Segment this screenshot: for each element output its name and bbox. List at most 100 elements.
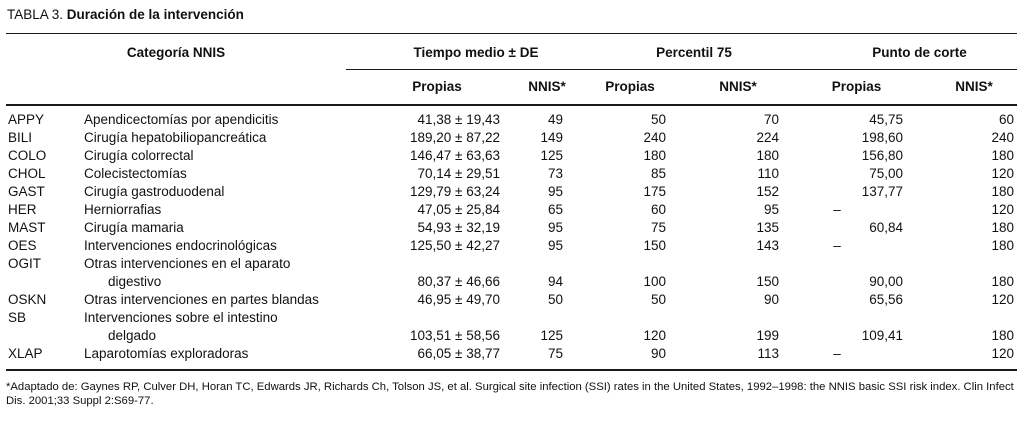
category-code: XLAP [8, 346, 43, 361]
tiempo-propias-value: 129,79 ± 63,24 [410, 184, 500, 199]
percentil75-nnis-value: 95 [763, 202, 780, 217]
table-row: OGIT Otras intervenciones en el aparato d… [6, 255, 1017, 291]
corte-propias-value: 65,56 [869, 292, 904, 307]
tiempo-propias-value: 103,51 ± 58,56 [410, 328, 500, 343]
footnote: *Adaptado de: Gaynes RP, Culver DH, Hora… [6, 381, 1014, 407]
corte-nnis-value: 180 [991, 184, 1015, 199]
category-description: Cirugía gastroduodenal [84, 183, 346, 201]
category-code: CHOL [8, 166, 46, 181]
description-continuation: delgado [108, 328, 157, 343]
corte-propias-value: 60,84 [869, 220, 904, 235]
corte-nnis-value: 180 [991, 238, 1015, 253]
percentil75-nnis-value: 180 [756, 148, 780, 163]
tiempo-nnis-value: 95 [547, 238, 563, 253]
description-line: Apendicectomías por apendicitis [84, 112, 279, 127]
description-line: Intervenciones endocrinológicas [84, 238, 277, 253]
tiempo-nnis-value: 73 [547, 166, 563, 181]
category-description: Herniorrafias [84, 201, 346, 219]
column-group-percentil-75: Percentil 75 [566, 33, 783, 70]
percentil75-propias-value: 50 [650, 292, 666, 307]
category-code: SB [8, 310, 27, 325]
tiempo-nnis-value: 65 [547, 202, 563, 217]
sub-header-p75-nnis: NNIS* [669, 69, 783, 106]
tiempo-nnis-value: 49 [547, 112, 563, 127]
percentil75-propias-value: 175 [643, 184, 666, 199]
description-line: Cirugía hepatobiliopancreática [84, 130, 267, 145]
category-description: Cirugía colorrectal [84, 147, 346, 165]
category-code: COLO [8, 148, 47, 163]
corte-propias-value: 75,00 [869, 166, 904, 181]
corte-nnis-value: 180 [991, 220, 1015, 235]
category-description: Cirugía mamaria [84, 219, 346, 237]
category-description: Intervenciones sobre el intestino delgado [84, 309, 346, 345]
category-code: MAST [8, 220, 46, 235]
percentil75-nnis-value: 135 [756, 220, 780, 235]
tiempo-propias-value: 70,14 ± 29,51 [417, 166, 500, 181]
corte-propias-value: 198,60 [861, 130, 904, 145]
corte-nnis-value: 120 [991, 166, 1015, 181]
percentil75-propias-value: 150 [643, 238, 666, 253]
table-row: XLAP Laparotomías exploradoras 66,05 ± 3… [6, 345, 1017, 370]
column-group-punto-de-corte: Punto de corte [782, 33, 1018, 70]
percentil75-nnis-value: 224 [756, 130, 780, 145]
percentil75-propias-value: 75 [650, 220, 666, 235]
description-line: Intervenciones sobre el intestino [84, 310, 278, 325]
corte-propias-value: 45,75 [869, 112, 904, 127]
category-code: BILI [8, 130, 33, 145]
corte-nnis-value: 180 [991, 148, 1015, 163]
corte-propias-value: – [833, 238, 841, 253]
description-continuation: digestivo [108, 274, 162, 289]
tiempo-propias-value: 47,05 ± 25,84 [417, 202, 500, 217]
category-description: Colecistectomías [84, 165, 346, 183]
description-line: Cirugía mamaria [84, 220, 184, 235]
table-row: HER Herniorrafias 47,05 ± 25,84 65 60 95… [6, 201, 1017, 219]
description-line: Cirugía gastroduodenal [84, 184, 225, 199]
sub-header-p75-propias: Propias [566, 69, 669, 106]
table-body: APPY Apendicectomías por apendicitis 41,… [6, 105, 1017, 370]
description-line: Otras intervenciones en el aparato [84, 256, 291, 271]
corte-nnis-value: 180 [991, 274, 1015, 289]
tiempo-propias-value: 146,47 ± 63,63 [410, 148, 500, 163]
tiempo-nnis-value: 125 [540, 328, 563, 343]
percentil75-propias-value: 50 [650, 112, 666, 127]
corte-propias-value: 137,77 [861, 184, 904, 199]
percentil75-propias-value: 120 [643, 328, 666, 343]
sub-header-spacer [6, 69, 346, 106]
tiempo-propias-value: 46,95 ± 49,70 [417, 292, 500, 307]
corte-nnis-value: 60 [999, 112, 1015, 127]
category-description: Otras intervenciones en partes blandas [84, 291, 346, 309]
tiempo-nnis-value: 125 [540, 148, 563, 163]
corte-propias-value: – [833, 346, 841, 361]
category-description: Otras intervenciones en el aparato digest… [84, 255, 346, 291]
table-number: TABLA 3. [7, 7, 64, 22]
tiempo-nnis-value: 95 [547, 184, 563, 199]
corte-propias-value: 109,41 [861, 328, 904, 343]
category-code: OSKN [8, 292, 47, 307]
description-line: Colecistectomías [84, 166, 187, 181]
percentil75-propias-value: 180 [643, 148, 666, 163]
category-code: GAST [8, 184, 45, 199]
tiempo-nnis-value: 75 [547, 346, 563, 361]
corte-nnis-value: 180 [991, 328, 1015, 343]
percentil75-propias-value: 90 [650, 346, 666, 361]
percentil75-propias-value: 240 [643, 130, 666, 145]
category-code: APPY [8, 112, 45, 127]
tiempo-nnis-value: 95 [547, 220, 563, 235]
description-line: Herniorrafias [84, 202, 162, 217]
tiempo-nnis-value: 149 [540, 130, 563, 145]
category-description: Laparotomías exploradoras [84, 345, 346, 370]
description-line: Laparotomías exploradoras [84, 346, 249, 361]
percentil75-nnis-value: 199 [756, 328, 780, 343]
tiempo-propias-value: 66,05 ± 38,77 [417, 346, 500, 361]
table-row: SB Intervenciones sobre el intestino delg… [6, 309, 1017, 345]
sub-header-tiempo-nnis: NNIS* [503, 69, 566, 106]
table-row: OSKN Otras intervenciones en partes blan… [6, 291, 1017, 309]
table-head: Categoría NNIS Tiempo medio ± DE Percent… [6, 33, 1018, 106]
category-description: Apendicectomías por apendicitis [84, 105, 346, 129]
tiempo-propias-value: 80,37 ± 46,66 [417, 274, 500, 289]
table-row: APPY Apendicectomías por apendicitis 41,… [6, 105, 1017, 129]
corte-propias-value: 156,80 [861, 148, 904, 163]
description-line: Otras intervenciones en partes blandas [84, 292, 319, 307]
sub-header-corte-nnis: NNIS* [906, 69, 1018, 106]
category-code: OGIT [8, 256, 41, 271]
